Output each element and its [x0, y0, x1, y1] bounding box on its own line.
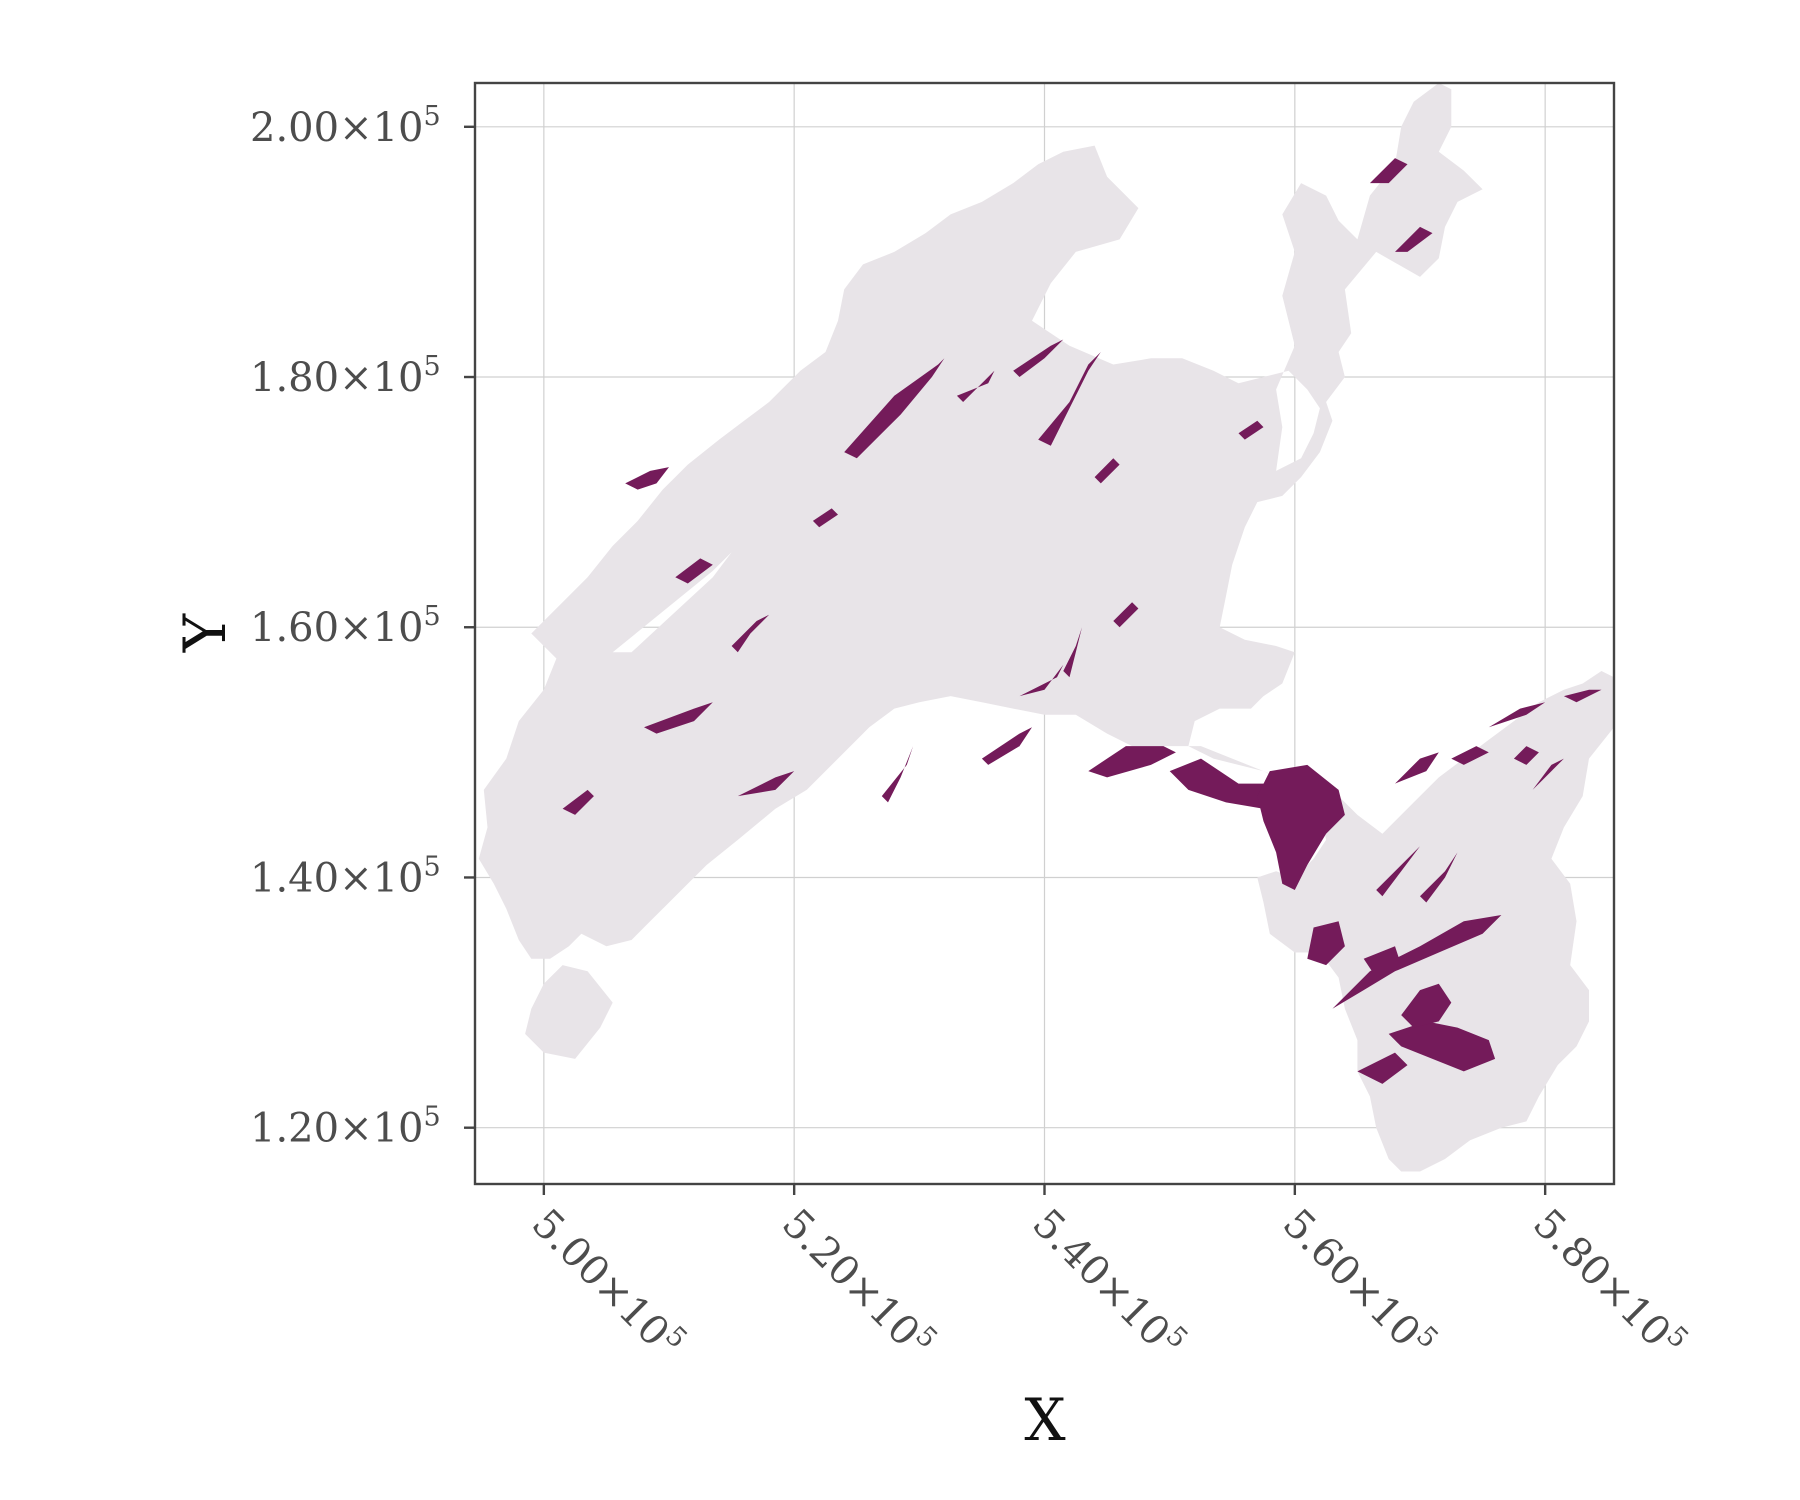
y-tick-mantissa-1: 1.40×10 [250, 855, 423, 901]
y-tick-label-0: 1.20×105 [250, 1102, 441, 1152]
y-tick-exponent-2: 5 [423, 601, 440, 632]
highlight-patch-21 [1513, 746, 1539, 765]
highlight-patch-32 [737, 771, 795, 797]
highlight-patch-20 [1420, 852, 1458, 903]
highlight-patch-35 [1113, 602, 1139, 628]
region-shape [478, 83, 1614, 1172]
highlight-patch-33 [562, 789, 594, 815]
y-tick-exponent-4: 5 [423, 101, 440, 132]
highlight-patch-9 [1063, 627, 1082, 678]
highlight-patch-31 [812, 508, 838, 528]
highlight-patch-23 [1532, 758, 1564, 790]
highlighted-patches [562, 158, 1602, 1084]
highlight-patch-10 [1019, 664, 1064, 697]
highlight-patch-29 [1369, 158, 1408, 184]
highlight-patch-12 [1169, 758, 1283, 809]
y-tick-mantissa-4: 2.00×10 [250, 105, 423, 151]
highlight-patch-11 [1088, 746, 1176, 778]
highlight-patch-5 [731, 614, 770, 653]
highlight-patch-30 [675, 558, 713, 584]
highlight-patch-36 [1094, 458, 1120, 484]
y-tick-exponent-3: 5 [423, 351, 440, 382]
highlight-patch-3 [1038, 352, 1101, 446]
highlight-patch-1 [844, 358, 945, 459]
highlight-patch-24 [1563, 689, 1602, 703]
y-tick-mantissa-3: 1.80×10 [250, 355, 423, 401]
highlight-patch-14 [1307, 921, 1345, 966]
highlight-patch-27 [1451, 746, 1489, 765]
y-tick-label-1: 1.40×105 [250, 851, 441, 901]
y-tick-label-3: 1.80×105 [250, 351, 441, 401]
highlight-patch-19 [1401, 983, 1452, 1028]
highlight-patch-34 [1238, 420, 1264, 440]
highlight-patch-2 [956, 370, 995, 402]
highlight-patch-6 [644, 702, 713, 734]
x-axis-title: X [1024, 1386, 1066, 1454]
map-layer [478, 83, 1614, 1172]
y-tick-label-2: 1.60×105 [250, 601, 441, 651]
y-axis-title: Y [171, 613, 239, 653]
highlight-patch-13 [1257, 764, 1345, 890]
y-tick-mantissa-0: 1.20×10 [250, 1106, 423, 1152]
highlight-patch-26 [1395, 752, 1439, 784]
y-tick-exponent-1: 5 [423, 851, 440, 882]
y-tick-mantissa-2: 1.60×10 [250, 605, 423, 651]
highlight-patch-25 [1376, 846, 1420, 897]
highlight-patch-8 [981, 727, 1032, 765]
highlight-patch-28 [1395, 226, 1433, 252]
highlight-patch-0 [625, 467, 669, 490]
highlight-patch-7 [881, 746, 914, 803]
highlight-patch-4 [1013, 339, 1064, 377]
y-tick-exponent-0: 5 [423, 1102, 440, 1133]
highlight-patch-18 [1388, 1021, 1496, 1072]
highlight-patch-17 [1357, 1052, 1408, 1084]
highlight-patch-22 [1488, 702, 1546, 728]
y-tick-label-4: 2.00×105 [250, 101, 441, 151]
highlight-patch-15 [1332, 915, 1502, 1009]
highlight-patch-16 [1363, 946, 1402, 978]
